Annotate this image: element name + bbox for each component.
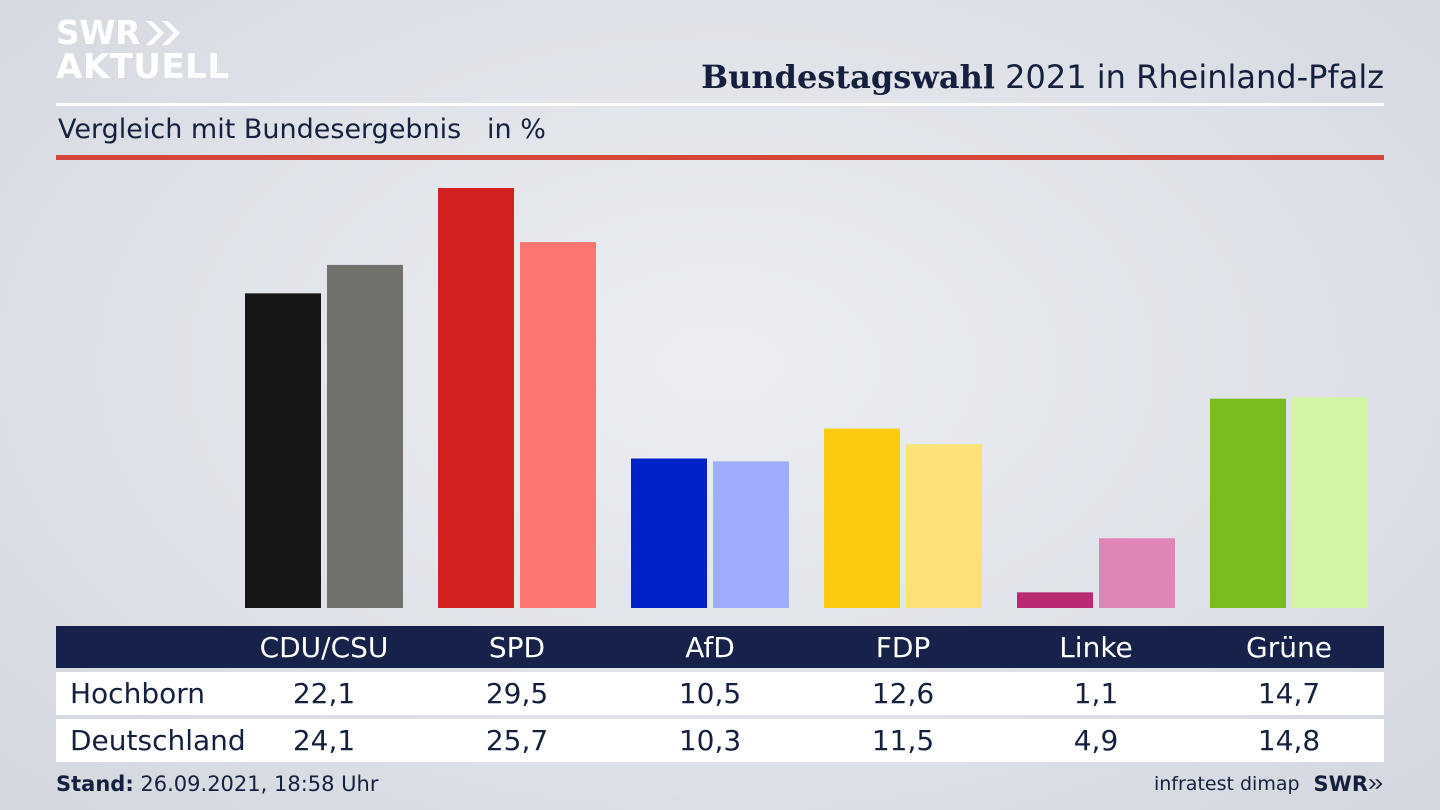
accent-divider: [56, 155, 1384, 160]
header-divider: [56, 103, 1384, 106]
chart-subtitle: Vergleich mit Bundesergebnis in %: [58, 114, 546, 145]
bar-hochborn-0: [245, 293, 321, 608]
bar-deutschland-1: [520, 242, 596, 609]
bar-hochborn-4: [1017, 592, 1093, 608]
data-label: 14,7: [1257, 677, 1321, 710]
double-chevron-icon: [146, 20, 181, 45]
title-rest: 2021 in Rheinland-Pfalz: [995, 58, 1384, 96]
footer-swr-text: SWR: [1313, 772, 1368, 796]
data-label: 24,1: [292, 724, 356, 757]
bar-deutschland-3: [906, 444, 982, 608]
stand-label: Stand:: [56, 772, 134, 796]
stand-value: 26.09.2021, 18:58 Uhr: [133, 772, 379, 796]
data-label: 12,6: [871, 677, 935, 710]
footer-swr-logo: SWR: [1314, 772, 1384, 796]
title-bold: Bundestagswahl: [701, 58, 995, 96]
category-label: Linke: [1059, 630, 1133, 664]
bar-deutschland-2: [713, 461, 789, 608]
bar-hochborn-5: [1210, 398, 1286, 608]
bar-hochborn-1: [438, 188, 514, 608]
bar-deutschland-4: [1099, 538, 1175, 608]
series-label: Hochborn: [70, 677, 205, 710]
category-label: CDU/CSU: [259, 630, 389, 664]
bar-deutschland-0: [327, 264, 403, 608]
swr-aktuell-logo: SWR AKTUELL: [56, 16, 230, 84]
series-label: Deutschland: [70, 724, 246, 757]
results-table: CDU/CSU SPD AfD FDP Linke Grüne Hochborn 22,1 2…: [56, 626, 1384, 762]
data-label: 14,8: [1257, 724, 1321, 757]
data-label: 10,3: [678, 724, 742, 757]
bar-hochborn-2: [631, 458, 707, 608]
timestamp: Stand: 26.09.2021, 18:58 Uhr: [56, 772, 379, 796]
data-label: 29,5: [485, 677, 549, 710]
logo-swr-text: SWR: [56, 13, 141, 52]
category-label: Grüne: [1246, 630, 1332, 664]
data-label: 25,7: [485, 724, 549, 757]
page-title: Bundestagswahl 2021 in Rheinland-Pfalz: [701, 58, 1384, 96]
data-label: 11,5: [871, 724, 935, 757]
bar-deutschland-5: [1292, 397, 1368, 608]
data-label: 4,9: [1073, 724, 1119, 757]
bar-hochborn-3: [824, 428, 900, 608]
logo-aktuell-text: AKTUELL: [56, 47, 230, 87]
table-header-row: CDU/CSU SPD AfD FDP Linke Grüne: [56, 626, 1384, 668]
category-label: FDP: [875, 630, 931, 664]
data-label: 22,1: [292, 677, 356, 710]
footer-credits: infratest dimap SWR: [1154, 772, 1384, 796]
category-label: AfD: [685, 630, 735, 664]
source-credit: infratest dimap: [1153, 773, 1300, 795]
table-row: Deutschland 24,1 25,7 10,3 11,5 4,9 14,8: [56, 719, 1384, 762]
data-label: 10,5: [678, 677, 742, 710]
data-label: 1,1: [1073, 677, 1119, 710]
double-chevron-icon: [1368, 779, 1383, 789]
table-row: Hochborn 22,1 29,5 10,5 12,6 1,1 14,7: [56, 672, 1384, 715]
category-label: SPD: [488, 630, 546, 664]
